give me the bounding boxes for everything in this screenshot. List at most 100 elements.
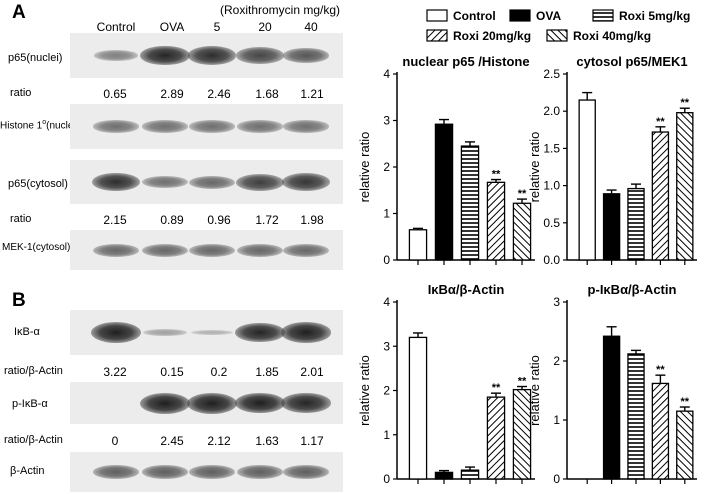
bar (578, 99, 596, 261)
blot-band (142, 175, 188, 189)
ratio-ikb-40: 2.01 (300, 365, 324, 379)
histone-label-text: Histone 1 (0, 120, 43, 132)
legend-label: Roxi 20mg/kg (453, 29, 531, 43)
significance-label: ** (656, 116, 665, 128)
blot-band (188, 465, 236, 479)
blot-band (189, 175, 235, 189)
chart-title: cytosol p65/MEK1 (576, 54, 687, 69)
blot-ikb (70, 310, 343, 355)
chart-nuclear-p65: nuclear p65 /Histone relative ratio 0 1 2 3 4 *… (357, 54, 535, 267)
bar (512, 202, 532, 261)
bar (651, 131, 670, 261)
legend-swatch (426, 9, 448, 22)
legend-label: OVA (536, 9, 561, 23)
blot-band (143, 328, 187, 337)
y-tick-label: 1 (383, 428, 390, 442)
bar (627, 353, 645, 480)
blot-band (93, 50, 139, 61)
significance-label: ** (681, 396, 690, 408)
ratio-nuclear-ova: 2.89 (160, 87, 184, 101)
ratio-cytosol-ova: 0.89 (160, 213, 184, 227)
y-tick-label: 2.5 (543, 67, 560, 81)
ratio-ikb-ova: 0.15 (160, 365, 184, 379)
chart-title: nuclear p65 /Histone (402, 54, 529, 69)
ratio-ikb-5: 0.2 (210, 365, 228, 379)
ratio-nuclear-40: 1.21 (300, 87, 324, 101)
blot-band (190, 329, 234, 336)
blot-p65-nuclei (70, 33, 343, 78)
y-tick-label: 2 (553, 354, 560, 368)
y-tick-label: 1 (553, 413, 560, 427)
y-tick-label: 0 (383, 253, 390, 267)
y-tick-label: 3 (553, 295, 560, 309)
row-label-ratio-cytosol: ratio (10, 213, 32, 225)
blot-band (91, 172, 141, 192)
legend-label: Roxi 5mg/kg (619, 9, 690, 23)
ratio-cytosol-5: 0.96 (207, 213, 231, 227)
ratio-nuclear-20: 1.68 (255, 87, 279, 101)
y-axis-label: relative ratio (357, 132, 372, 203)
blot-band (236, 47, 284, 64)
blot-band (283, 120, 329, 133)
bar (512, 388, 532, 480)
significance-label: ** (656, 364, 665, 376)
legend: Control OVA Roxi 5mg/kg Roxi 20mg/kg Roxi 40… (426, 9, 690, 43)
blot-band (282, 465, 330, 479)
ratio-pikb-control: 0 (111, 434, 119, 448)
chart-pikb: p-IκBα/β-Actin relative ratio 0 1 2 3 ** ** (527, 282, 697, 486)
row-label-actin: β-Actin (10, 465, 45, 477)
bar (486, 181, 506, 261)
bar (486, 396, 506, 480)
panel-letter-b: B (12, 290, 26, 311)
blot-band (281, 173, 331, 191)
legend-label: Control (453, 9, 496, 23)
blot-band (140, 45, 190, 66)
significance-label: ** (681, 97, 690, 109)
blot-band (141, 465, 189, 479)
blot-band (187, 46, 237, 65)
legend-label: Roxi 40mg/kg (573, 29, 651, 43)
lane-label-ova: OVA (159, 20, 185, 34)
chart-cytosol-p65: cytosol p65/MEK1 relative ratio 0.0 0.5 1.0 1… (527, 54, 697, 267)
y-tick-label: 0 (553, 472, 560, 486)
legend-swatch (426, 29, 448, 42)
y-tick-label: 4 (383, 67, 390, 81)
bar (408, 336, 428, 480)
significance-label: ** (518, 188, 527, 200)
row-label-mek: MEK-1(cytosol) (2, 242, 71, 253)
blot-band (140, 392, 190, 414)
row-label-p65-nuclei: p65(nuclei) (8, 52, 63, 64)
blot-band (282, 48, 330, 63)
blot-band (189, 120, 235, 133)
ratio-cytosol-control: 2.15 (103, 213, 127, 227)
lane-label-5: 5 (213, 20, 221, 34)
y-axis-label: relative ratio (357, 355, 372, 426)
bar (460, 469, 480, 480)
chart-title: p-IκBα/β-Actin (588, 282, 677, 297)
blot-band (281, 393, 331, 413)
bar (602, 193, 621, 261)
y-tick-label: 1.5 (543, 141, 560, 155)
panel-letter-a: A (12, 2, 26, 23)
row-label-pikb: p-IκB-α (12, 398, 48, 410)
ratio-pikb-5: 2.12 (207, 434, 231, 448)
row-label-ratio-nuclear: ratio (10, 87, 32, 99)
lane-label-control: Control (96, 20, 136, 34)
bar (676, 112, 694, 261)
blot-band (189, 243, 235, 257)
ratio-ikb-control: 3.22 (103, 365, 127, 379)
chart-title: IκBα/β-Actin (428, 282, 505, 297)
blot-mek (70, 230, 343, 270)
blot-band (237, 243, 283, 257)
bar (408, 229, 428, 261)
y-tick-label: 0.5 (543, 216, 560, 230)
bar (651, 382, 670, 480)
bar (434, 123, 454, 261)
histone-label-sup: o (42, 119, 47, 126)
ratio-nuclear-5: 2.46 (207, 87, 231, 101)
ratio-pikb-ova: 2.45 (160, 434, 184, 448)
chart-ikb: IκBα/β-Actin relative ratio 0 1 2 3 4 ** ** (357, 282, 535, 486)
roxithromycin-header: (Roxithromycin mg/kg) (219, 3, 341, 17)
lane-label-20: 20 (258, 20, 272, 34)
blot-histone (70, 104, 343, 149)
